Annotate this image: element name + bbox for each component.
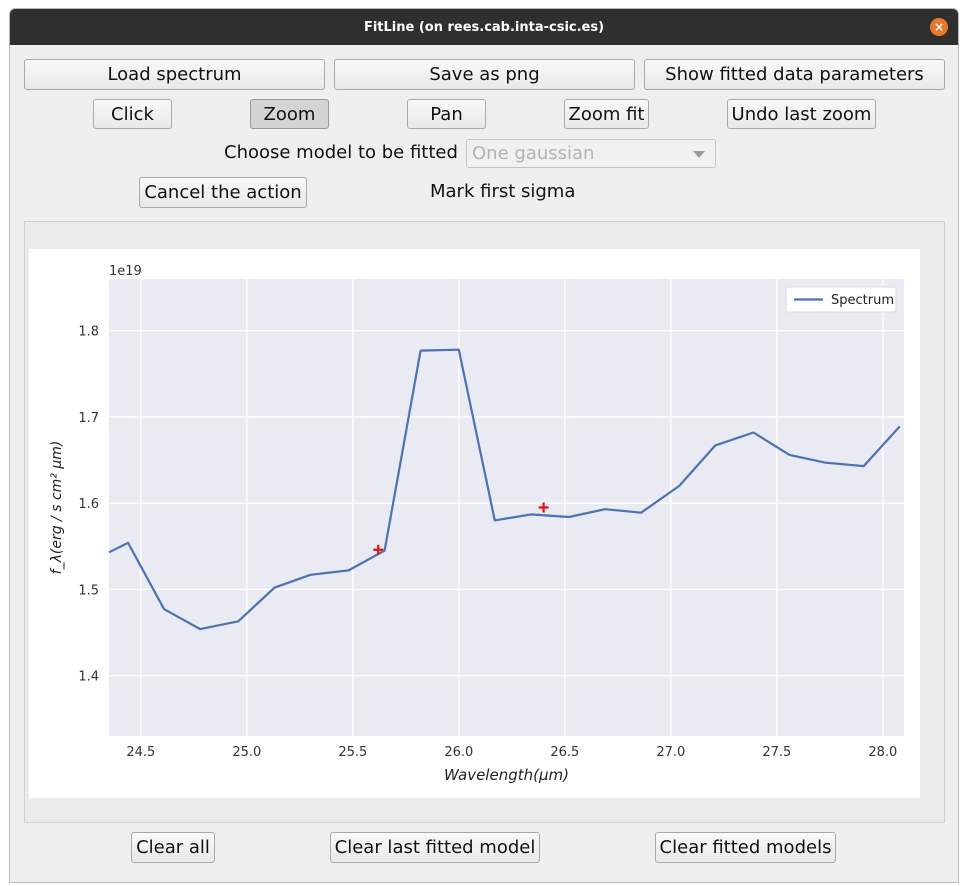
x-tick-label: 26.0 — [444, 745, 473, 760]
x-tick-label: 24.5 — [126, 745, 155, 760]
model-select-value: One gaussian — [472, 143, 595, 164]
load-spectrum-button[interactable]: Load spectrum — [24, 59, 325, 90]
title-bar[interactable]: FitLine (on rees.cab.inta-csic.es) × — [10, 9, 958, 45]
x-tick-label: 25.5 — [338, 745, 367, 760]
figure: 24.5 25.0 25.5 26.0 26.5 27.0 27.5 28.0 1.4 1.5 1.… — [29, 249, 920, 798]
red-plus-marker — [373, 544, 384, 555]
cancel-action-button[interactable]: Cancel the action — [139, 177, 307, 208]
y-tick-label: 1.6 — [78, 497, 99, 512]
zoom-button[interactable]: Zoom — [250, 99, 329, 129]
chevron-down-icon — [693, 151, 705, 158]
y-tick-label: 1.7 — [78, 411, 99, 426]
y-tick-label: 1.8 — [78, 325, 99, 340]
click-button[interactable]: Click — [93, 99, 172, 129]
x-tick-label: 26.5 — [550, 745, 579, 760]
clear-fitted-models-button[interactable]: Clear fitted models — [655, 832, 836, 863]
x-tick-label: 27.0 — [656, 745, 685, 760]
clear-all-button[interactable]: Clear all — [131, 832, 215, 863]
legend-box — [785, 286, 897, 313]
undo-last-zoom-button[interactable]: Undo last zoom — [727, 99, 876, 129]
model-label: Choose model to be fitted — [224, 142, 458, 163]
y-tick-label: 1.4 — [78, 670, 99, 685]
x-tick-label: 28.0 — [868, 745, 897, 760]
y-multiplier-label: 1e19 — [109, 264, 142, 279]
zoom-fit-button[interactable]: Zoom fit — [564, 99, 649, 129]
y-tick-label: 1.5 — [78, 583, 99, 598]
y-axis-label: f_λ(erg / s cm² μm) — [49, 441, 65, 575]
spectrum-line — [108, 348, 901, 631]
x-tick-label: 27.5 — [762, 745, 791, 760]
window-title: FitLine (on rees.cab.inta-csic.es) — [363, 19, 605, 35]
show-fitted-parameters-button[interactable]: Show fitted data parameters — [644, 59, 945, 90]
plot-area[interactable] — [109, 279, 904, 736]
x-tick-label: 25.0 — [232, 745, 261, 760]
status-text: Mark first sigma — [430, 181, 576, 202]
red-plus-marker — [538, 502, 549, 513]
spectrum-chart[interactable]: 24.5 25.0 25.5 26.0 26.5 27.0 27.5 28.0 1.4 1.5 1.… — [29, 249, 920, 798]
x-axis-label: Wavelength(μm) — [444, 766, 569, 784]
model-select[interactable]: One gaussian — [466, 139, 716, 168]
save-png-button[interactable]: Save as png — [334, 59, 635, 90]
legend-label: Spectrum — [831, 293, 894, 308]
clear-last-fitted-model-button[interactable]: Clear last fitted model — [330, 832, 540, 863]
pan-button[interactable]: Pan — [407, 99, 486, 129]
close-icon[interactable]: × — [930, 18, 948, 36]
